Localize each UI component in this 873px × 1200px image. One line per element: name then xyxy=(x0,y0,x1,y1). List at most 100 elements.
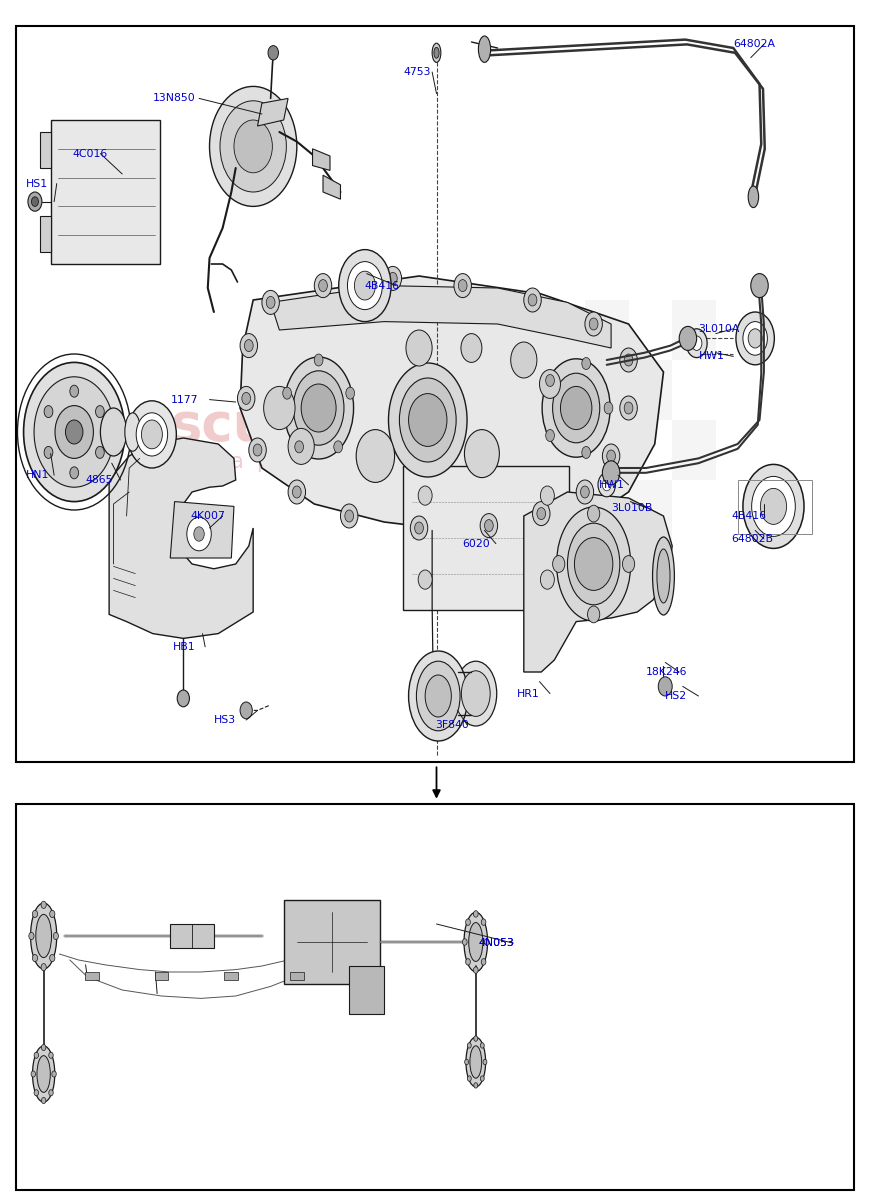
Circle shape xyxy=(454,274,471,298)
Circle shape xyxy=(340,504,358,528)
Polygon shape xyxy=(170,502,234,558)
Ellipse shape xyxy=(293,371,344,445)
Circle shape xyxy=(70,467,79,479)
Circle shape xyxy=(41,1098,46,1104)
Circle shape xyxy=(264,386,295,430)
Ellipse shape xyxy=(434,47,439,58)
Circle shape xyxy=(253,444,262,456)
Text: 4B416: 4B416 xyxy=(365,281,400,290)
Circle shape xyxy=(266,296,275,308)
Polygon shape xyxy=(403,466,569,610)
Circle shape xyxy=(345,510,354,522)
Circle shape xyxy=(736,312,774,365)
Circle shape xyxy=(585,312,602,336)
Text: scuderia: scuderia xyxy=(170,400,423,452)
Circle shape xyxy=(588,505,600,522)
Circle shape xyxy=(410,516,428,540)
Bar xyxy=(498,300,541,360)
Circle shape xyxy=(32,911,38,918)
Polygon shape xyxy=(271,286,611,348)
Bar xyxy=(585,420,629,480)
Circle shape xyxy=(474,1036,478,1042)
Circle shape xyxy=(418,486,432,505)
Circle shape xyxy=(314,354,323,366)
Circle shape xyxy=(409,394,447,446)
Polygon shape xyxy=(40,132,51,168)
Ellipse shape xyxy=(470,1045,482,1078)
Circle shape xyxy=(679,326,697,350)
Text: HN1: HN1 xyxy=(26,470,50,480)
Circle shape xyxy=(288,480,306,504)
Circle shape xyxy=(598,473,615,497)
Circle shape xyxy=(581,446,590,458)
Circle shape xyxy=(237,386,255,410)
Text: HS2: HS2 xyxy=(665,691,687,701)
Circle shape xyxy=(581,358,590,370)
Polygon shape xyxy=(290,972,304,980)
Polygon shape xyxy=(109,438,253,638)
Circle shape xyxy=(620,348,637,372)
Polygon shape xyxy=(313,149,330,170)
Circle shape xyxy=(45,406,53,418)
Circle shape xyxy=(481,919,486,925)
Ellipse shape xyxy=(748,186,759,208)
Text: 4753: 4753 xyxy=(403,67,431,77)
Circle shape xyxy=(95,406,104,418)
Bar xyxy=(541,480,585,540)
Circle shape xyxy=(244,340,253,352)
Polygon shape xyxy=(85,972,99,980)
Text: HR1: HR1 xyxy=(517,689,540,698)
Circle shape xyxy=(524,288,541,312)
Circle shape xyxy=(194,527,204,541)
Text: 4N053: 4N053 xyxy=(478,938,514,948)
Ellipse shape xyxy=(462,671,491,716)
Circle shape xyxy=(283,388,292,400)
Circle shape xyxy=(540,370,560,398)
Circle shape xyxy=(458,280,467,292)
Ellipse shape xyxy=(469,923,483,961)
Ellipse shape xyxy=(455,661,497,726)
Circle shape xyxy=(485,938,489,946)
Circle shape xyxy=(295,440,304,452)
Circle shape xyxy=(301,384,336,432)
Circle shape xyxy=(31,1070,36,1078)
Circle shape xyxy=(384,266,402,290)
Circle shape xyxy=(314,274,332,298)
Bar xyxy=(672,300,716,360)
Circle shape xyxy=(65,420,83,444)
Circle shape xyxy=(346,388,354,400)
Polygon shape xyxy=(258,98,288,126)
Circle shape xyxy=(32,954,38,961)
Circle shape xyxy=(751,274,768,298)
Circle shape xyxy=(29,932,34,940)
Ellipse shape xyxy=(36,914,52,958)
Circle shape xyxy=(752,476,795,536)
Ellipse shape xyxy=(409,650,468,740)
Ellipse shape xyxy=(567,523,620,605)
Circle shape xyxy=(24,362,125,502)
Polygon shape xyxy=(51,120,160,264)
Circle shape xyxy=(319,280,327,292)
Bar xyxy=(454,480,498,540)
Circle shape xyxy=(574,538,613,590)
Circle shape xyxy=(50,954,55,961)
Circle shape xyxy=(292,486,301,498)
Circle shape xyxy=(354,271,375,300)
Circle shape xyxy=(34,1090,38,1096)
Circle shape xyxy=(474,1082,478,1088)
Circle shape xyxy=(467,1043,471,1048)
Circle shape xyxy=(242,392,251,404)
Circle shape xyxy=(234,120,272,173)
Circle shape xyxy=(743,464,804,548)
Circle shape xyxy=(546,374,554,386)
Polygon shape xyxy=(524,492,672,672)
Ellipse shape xyxy=(32,1046,55,1102)
Text: HB1: HB1 xyxy=(173,642,196,652)
Circle shape xyxy=(528,294,537,306)
Text: a  p  a  r  t  s: a p a r t s xyxy=(230,452,363,472)
Circle shape xyxy=(288,428,314,464)
Circle shape xyxy=(41,1044,46,1050)
Ellipse shape xyxy=(37,1056,51,1092)
Circle shape xyxy=(388,272,397,284)
Ellipse shape xyxy=(478,36,491,62)
